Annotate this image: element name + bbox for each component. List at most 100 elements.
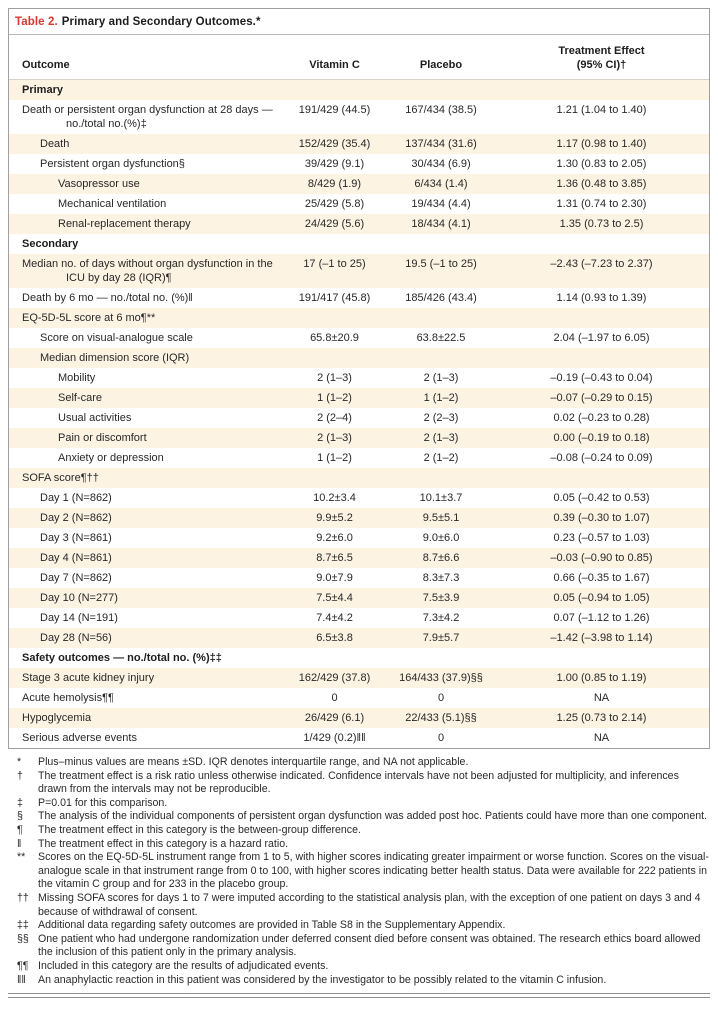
vitamin-c-value [281, 468, 388, 488]
footnote-marker: ¶¶ [17, 959, 29, 972]
placebo-value: 2 (1–3) [423, 432, 459, 444]
vitamin-c-value: 65.8±20.9 [310, 332, 359, 344]
outcome-label: Persistent organ dysfunction§ [40, 158, 185, 170]
vitamin-c-value: 8.7±6.5 [316, 552, 353, 564]
treatment-effect-value: –0.19 (–0.43 to 0.04) [550, 372, 653, 384]
placebo-value [388, 80, 494, 101]
treatment-effect-line2: (95% CI)† [576, 59, 627, 71]
placebo-value: 18/434 (4.1) [411, 218, 471, 230]
footnote-marker: †† [17, 891, 29, 904]
vitamin-c-value: 6.5±3.8 [316, 632, 353, 644]
placebo-value [388, 308, 494, 328]
table-row: SOFA score¶†† [9, 468, 709, 488]
placebo-value: 2 (1–3) [423, 372, 459, 384]
footnote-text: One patient who had undergone randomizat… [38, 932, 701, 959]
treatment-effect-value: 1.35 (0.73 to 2.5) [559, 218, 644, 230]
footnote: ‡ P=0.01 for this comparison. [8, 797, 710, 811]
vitamin-c-value: 24/429 (5.6) [304, 218, 365, 230]
table-row: Anxiety or depression 1 (1–2) 2 (1–2) –0.08… [9, 448, 709, 468]
footnote-marker: § [17, 810, 23, 823]
table-row: Day 7 (N=862) 9.0±7.9 8.3±7.3 0.66 (–0.35 t… [9, 568, 709, 588]
table-row: Persistent organ dysfunction§ 39/429 (9.1… [9, 154, 709, 174]
outcomes-table: Outcome Vitamin C Placebo Treatment Effe… [9, 35, 709, 748]
outcome-label: Day 2 (N=862) [40, 512, 112, 524]
placebo-value: 2 (1–2) [423, 452, 459, 464]
table-row: Score on visual-analogue scale 65.8±20.9 6… [9, 328, 709, 348]
vitamin-c-value: 25/429 (5.8) [304, 198, 365, 210]
treatment-effect-value [494, 234, 709, 254]
placebo-value [388, 468, 494, 488]
table-row: Day 10 (N=277) 7.5±4.4 7.5±3.9 0.05 (–0.94 … [9, 588, 709, 608]
footnote: § The analysis of the individual componen… [8, 810, 710, 824]
table-title-text: Primary and Secondary Outcomes.* [61, 16, 261, 28]
placebo-value: 9.5±5.1 [422, 512, 460, 524]
placebo-value [388, 648, 494, 668]
vitamin-c-value: 9.2±6.0 [316, 532, 353, 544]
treatment-effect-value: 1.30 (0.83 to 2.05) [556, 158, 647, 170]
outcome-label: Anxiety or depression [58, 452, 164, 464]
footnote-marker: ‖ [17, 837, 22, 850]
table-row: Vasopressor use 8/429 (1.9) 6/434 (1.4) 1.3… [9, 174, 709, 194]
vitamin-c-value: 7.5±4.4 [316, 592, 353, 604]
footnote: ¶ The treatment effect in this category i… [8, 824, 710, 838]
vitamin-c-value: 39/429 (9.1) [304, 158, 365, 170]
footnote-text: Plus–minus values are means ±SD. IQR den… [38, 756, 469, 768]
outcome-label: Serious adverse events [22, 732, 137, 744]
footnote: ‡‡ Additional data regarding safety outco… [8, 919, 710, 933]
outcome-label: Mobility [58, 372, 96, 384]
treatment-effect-value: 0.23 (–0.57 to 1.03) [553, 532, 650, 544]
placebo-value: 7.9±5.7 [422, 632, 460, 644]
footnote-text: The treatment effect in this category is… [38, 837, 289, 850]
vitamin-c-value: 9.0±7.9 [316, 572, 353, 584]
outcome-label: Day 14 (N=191) [40, 612, 118, 624]
table-row: Renal-replacement therapy 24/429 (5.6) 18/… [9, 214, 709, 234]
col-header-treatment-effect: Treatment Effect (95% CI)† [494, 35, 709, 80]
footnote-marker: † [17, 769, 23, 782]
treatment-effect-value: 1.17 (0.98 to 1.40) [556, 138, 647, 150]
table-row: Median no. of days without organ dysfunc… [9, 254, 709, 288]
outcome-label: Day 10 (N=277) [40, 592, 118, 604]
vitamin-c-value [281, 234, 388, 254]
placebo-value: 137/434 (31.6) [405, 138, 477, 150]
vitamin-c-value: 2 (2–4) [317, 412, 352, 424]
table-row: Pain or discomfort 2 (1–3) 2 (1–3) 0.00 (–0… [9, 428, 709, 448]
treatment-effect-value [494, 308, 709, 328]
outcome-label: Hypoglycemia [22, 712, 92, 724]
footnote-text: P=0.01 for this comparison. [38, 796, 168, 809]
placebo-value: 7.3±4.2 [422, 612, 460, 624]
table-row: Safety outcomes — no./total no. (%)‡‡ [9, 648, 709, 668]
column-header-row: Outcome Vitamin C Placebo Treatment Effe… [9, 35, 709, 80]
footnote-marker: * [17, 756, 22, 768]
table-row: Hypoglycemia 26/429 (6.1) 22/433 (5.1)§§ 1.… [9, 708, 709, 728]
placebo-value: 7.5±3.9 [422, 592, 460, 604]
placebo-value: 8.7±6.6 [422, 552, 460, 564]
footnote: † The treatment effect is a risk ratio un… [8, 770, 710, 797]
col-header-outcome: Outcome [9, 35, 281, 80]
treatment-effect-value: 0.66 (–0.35 to 1.67) [553, 572, 650, 584]
vitamin-c-value [281, 308, 388, 328]
table-row: Day 4 (N=861) 8.7±6.5 8.7±6.6 –0.03 (–0.90 … [9, 548, 709, 568]
outcome-label: Day 1 (N=862) [40, 492, 112, 504]
outcome-label: Day 4 (N=861) [40, 552, 112, 564]
treatment-effect-value: 2.04 (–1.97 to 6.05) [553, 332, 650, 344]
outcome-label: Score on visual-analogue scale [40, 332, 193, 344]
footnote-marker: ‖‖ [17, 973, 26, 986]
treatment-effect-value: 0.05 (–0.94 to 1.05) [553, 592, 650, 604]
table-row: Serious adverse events 1/429 (0.2)‖‖ 0 NA [9, 728, 709, 748]
treatment-effect-line1: Treatment Effect [558, 45, 645, 57]
footnote: †† Missing SOFA scores for days 1 to 7 we… [8, 892, 710, 919]
treatment-effect-value: 1.14 (0.93 to 1.39) [556, 292, 647, 304]
treatment-effect-value: 1.31 (0.74 to 2.30) [556, 198, 647, 210]
treatment-effect-value: 0.00 (–0.19 to 0.18) [553, 432, 650, 444]
outcome-label: Death or persistent organ dysfunction at… [22, 104, 273, 130]
placebo-value [388, 348, 494, 368]
placebo-value: 10.1±3.7 [419, 492, 463, 504]
table-row: Day 14 (N=191) 7.4±4.2 7.3±4.2 0.07 (–1.12 … [9, 608, 709, 628]
vitamin-c-value: 191/429 (44.5) [298, 104, 371, 116]
footnote-text: The treatment effect in this category is… [38, 823, 361, 836]
treatment-effect-value: –0.03 (–0.90 to 0.85) [550, 552, 653, 564]
treatment-effect-value: 1.00 (0.85 to 1.19) [556, 672, 647, 684]
vitamin-c-value: 162/429 (37.8) [298, 672, 371, 684]
vitamin-c-value: 2 (1–3) [317, 432, 352, 444]
placebo-value: 164/433 (37.9)§§ [399, 672, 483, 684]
